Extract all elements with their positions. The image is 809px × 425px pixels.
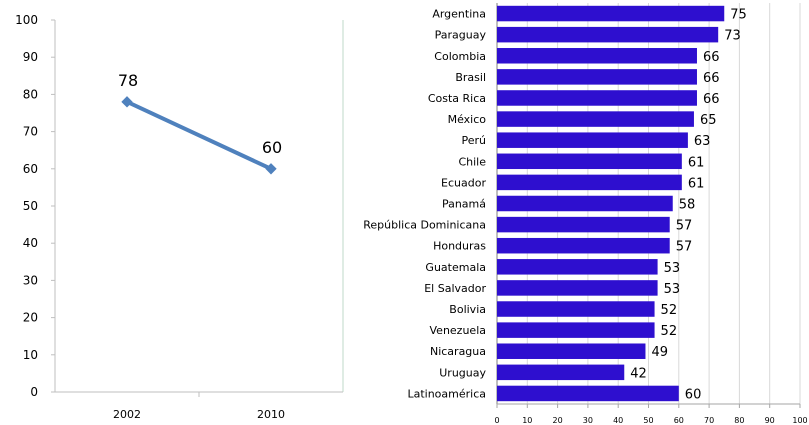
data-label: 75: [730, 8, 747, 23]
category-label: Chile: [458, 155, 486, 168]
y-tick-label: 40: [23, 236, 38, 250]
category-label: Uruguay: [439, 366, 486, 379]
category-label: Nicaragua: [430, 345, 486, 358]
x-tick-label: 70: [704, 416, 714, 425]
data-label: 53: [664, 282, 681, 297]
data-label: 66: [703, 50, 720, 65]
series-line: [125, 99, 273, 171]
bar: [497, 69, 697, 85]
data-label: 66: [703, 92, 720, 107]
category-label: Argentina: [432, 8, 486, 21]
bar: [497, 343, 646, 359]
y-tick-label: 80: [23, 87, 38, 101]
x-tick-label: 20: [553, 416, 563, 425]
x-tick-label: 50: [643, 416, 653, 425]
y-tick-label: 0: [30, 385, 38, 399]
bar: [497, 174, 682, 191]
category-label: Costa Rica: [428, 92, 486, 105]
category-label: República Dominicana: [363, 219, 486, 232]
x-tick-label: 60: [674, 416, 684, 425]
x-tick-label: 2010: [257, 408, 285, 421]
y-tick-label: 10: [23, 348, 38, 362]
bar: [497, 90, 697, 106]
category-label: Honduras: [433, 240, 486, 253]
bar: [497, 111, 694, 127]
data-label: 63: [694, 134, 711, 149]
y-tick-label: 90: [23, 50, 38, 64]
x-tick-label: 2002: [113, 408, 141, 421]
data-label: 42: [630, 366, 647, 381]
y-tick-label: 20: [23, 311, 38, 325]
data-label: 52: [661, 324, 678, 339]
data-label: 78: [118, 71, 138, 90]
bar: [497, 364, 625, 381]
data-point: [265, 163, 277, 175]
category-label: México: [448, 113, 487, 126]
y-tick-label: 60: [23, 162, 38, 176]
category-label: Venezuela: [430, 324, 487, 337]
bar: [497, 26, 719, 43]
x-tick-label: 30: [583, 416, 593, 425]
data-label: 61: [688, 155, 705, 170]
data-label: 58: [679, 198, 696, 213]
x-tick-label: 80: [734, 416, 744, 425]
data-label: 65: [700, 113, 717, 128]
y-tick-label: 70: [23, 125, 38, 139]
data-label: 73: [724, 29, 741, 44]
bar: [497, 48, 697, 64]
x-tick-label: 100: [792, 416, 807, 425]
data-label: 66: [703, 71, 720, 86]
data-label: 52: [661, 303, 678, 318]
data-label: 60: [685, 387, 702, 402]
category-label: Paraguay: [435, 29, 487, 42]
x-tick-label: 10: [522, 416, 532, 425]
x-tick-label: 40: [613, 416, 623, 425]
category-label: El Salvador: [424, 282, 486, 295]
category-label: Bolivia: [449, 303, 486, 316]
bar: [497, 301, 655, 317]
data-label: 49: [651, 345, 668, 360]
category-label: Ecuador: [441, 176, 486, 189]
category-label: Colombia: [434, 50, 486, 63]
bar: [497, 237, 670, 254]
bar: [497, 132, 688, 148]
line-chart: 0 10 20 30 40 50 60 70 80 90 100 2002 2010 78 60: [15, 13, 344, 421]
data-label: 61: [688, 176, 705, 191]
bar: [497, 153, 682, 170]
bar: [497, 259, 658, 275]
y-tick-label: 100: [15, 13, 38, 27]
bar-chart: 0 10 20 30 40 50 60 70 80 90 100 Argentina 75 Paragua…: [363, 3, 808, 425]
bar: [497, 385, 679, 402]
y-tick-label: 50: [23, 199, 38, 213]
data-label: 57: [676, 219, 693, 234]
x-tick-label: 90: [765, 416, 775, 425]
x-tick-label: 0: [494, 416, 499, 425]
bar: [497, 5, 725, 22]
category-label: Guatemala: [425, 261, 486, 274]
bar: [497, 216, 670, 233]
category-label: Brasil: [455, 71, 486, 84]
bar: [497, 322, 655, 338]
bar: [497, 280, 658, 296]
bar: [497, 195, 673, 212]
data-label: 53: [664, 261, 681, 276]
data-label: 60: [262, 138, 282, 157]
y-tick-label: 30: [23, 273, 38, 287]
category-label: Perú: [461, 134, 486, 147]
category-label: Latinoamérica: [407, 387, 486, 400]
data-label: 57: [676, 240, 693, 255]
category-label: Panamá: [442, 198, 486, 211]
